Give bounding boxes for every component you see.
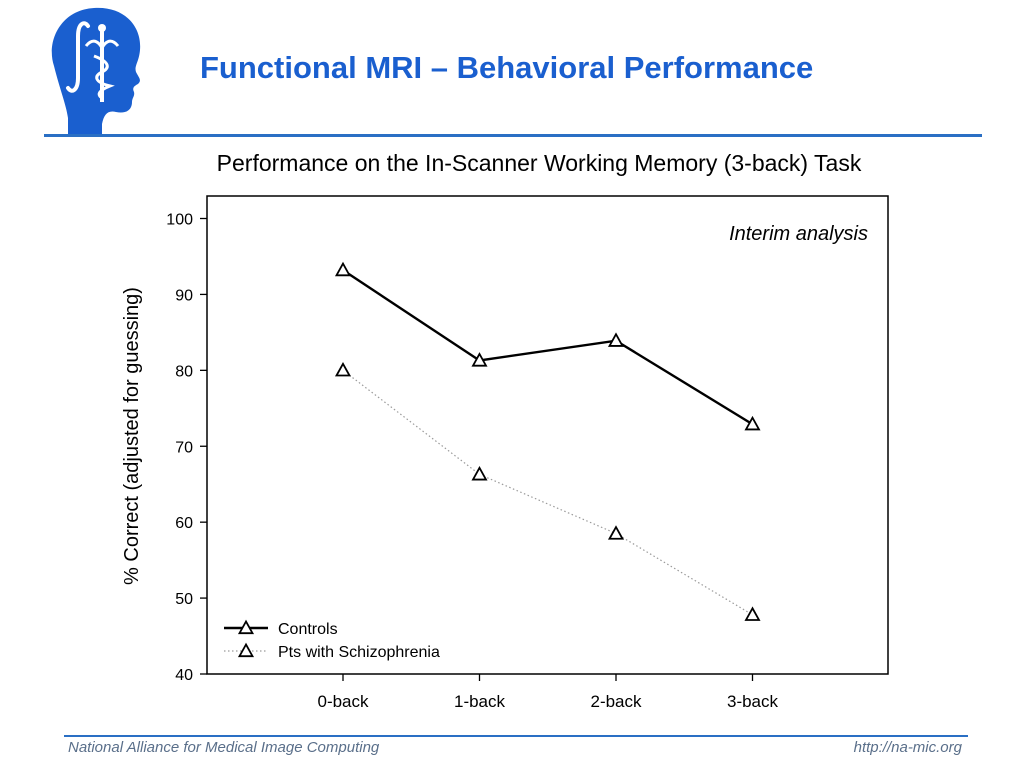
series-layer — [334, 261, 761, 621]
slicer-logo — [51, 7, 141, 134]
data-point-marker — [471, 352, 488, 367]
x-axis-ticks: 0-back 1-back 2-back 3-back — [317, 674, 779, 711]
legend: Controls Pts with Schizophrenia — [224, 619, 440, 661]
legend-marker — [237, 642, 255, 658]
data-point-marker — [607, 525, 625, 540]
footer-organization: National Alliance for Medical Image Comp… — [68, 739, 380, 756]
legend-marker — [237, 619, 255, 635]
series-line-0 — [342, 269, 754, 426]
data-point-marker — [744, 606, 761, 621]
x-tick-label: 2-back — [590, 692, 642, 711]
title-divider — [44, 134, 982, 137]
data-point-marker — [334, 261, 352, 277]
x-tick-label: 3-back — [727, 692, 779, 711]
x-tick-label: 0-back — [317, 692, 369, 711]
y-tick-label: 50 — [175, 591, 193, 608]
head-silhouette-icon — [51, 7, 141, 134]
data-point-marker — [471, 465, 488, 481]
x-tick-label: 1-back — [454, 692, 506, 711]
footer-divider — [64, 735, 968, 737]
slide-title: Functional MRI – Behavioral Performance — [200, 50, 814, 85]
legend-label: Controls — [278, 621, 338, 638]
legend-label: Pts with Schizophrenia — [278, 644, 440, 661]
series-line-1 — [342, 369, 753, 616]
y-tick-label: 40 — [175, 667, 193, 684]
chart-title: Performance on the In-Scanner Working Me… — [216, 150, 862, 176]
y-tick-label: 70 — [175, 439, 193, 456]
data-point-marker — [607, 332, 625, 347]
integral-icon — [66, 21, 90, 93]
data-point-marker — [744, 415, 761, 431]
y-axis-ticks: 40 50 60 70 80 90 100 — [166, 212, 207, 684]
data-point-marker — [334, 361, 352, 377]
y-tick-label: 100 — [166, 212, 193, 229]
y-axis-label: % Correct (adjusted for guessing) — [121, 287, 143, 585]
y-tick-label: 60 — [175, 515, 193, 532]
footer-url[interactable]: http://na-mic.org — [853, 739, 962, 756]
y-tick-label: 80 — [175, 363, 193, 380]
plot-frame — [206, 195, 889, 675]
line-chart: 40 50 60 70 80 90 100 0-back 1-back 2-back 3-back… — [121, 195, 889, 711]
y-tick-label: 90 — [175, 287, 193, 304]
chart-annotation: Interim analysis — [729, 223, 868, 245]
